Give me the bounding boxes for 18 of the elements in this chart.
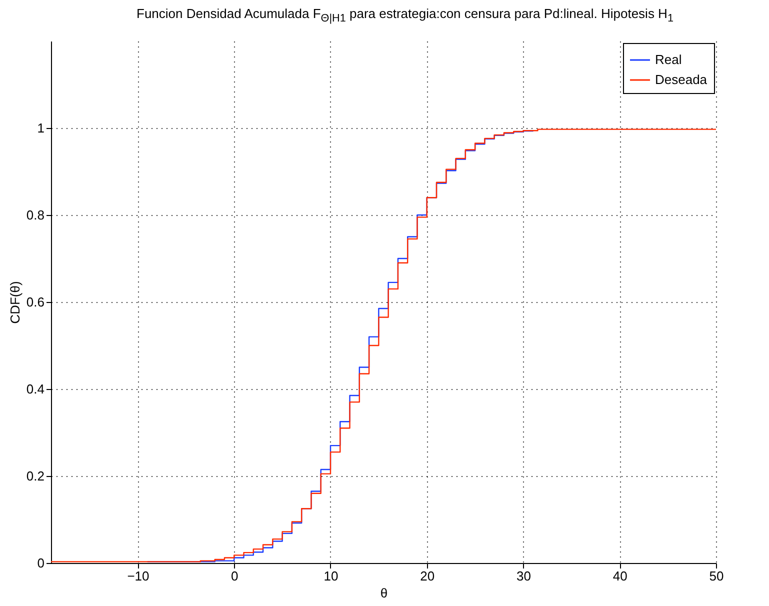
- x-tick-label: 40: [612, 568, 628, 584]
- y-tick-label: 1: [37, 120, 44, 136]
- y-axis-title: CDF(θ): [7, 281, 22, 324]
- x-tick-label: 30: [516, 568, 531, 584]
- legend-label: Deseada: [655, 72, 708, 87]
- x-tick-label: 0: [231, 568, 238, 584]
- x-axis-title: θ: [380, 586, 388, 600]
- y-tick-label: 0.4: [26, 382, 44, 396]
- y-tick-label: 0: [37, 556, 44, 570]
- x-tick-label: 10: [324, 568, 338, 584]
- y-tick-label: 0.2: [26, 468, 44, 484]
- legend-label: Real: [655, 52, 682, 67]
- chart-title: Funcion Densidad Acumulada F$_{Θ|H1}$ para estrategia:con censura para Pd:lineal. Hipotesis H$_{1}$: [136, 6, 674, 25]
- y-tick-label: 0.6: [26, 294, 44, 310]
- x-tick-label: 20: [420, 568, 435, 584]
- x-tick-label: −10: [127, 568, 150, 584]
- y-tick-label: 0.8: [26, 208, 44, 222]
- x-tick-label: 50: [709, 568, 724, 584]
